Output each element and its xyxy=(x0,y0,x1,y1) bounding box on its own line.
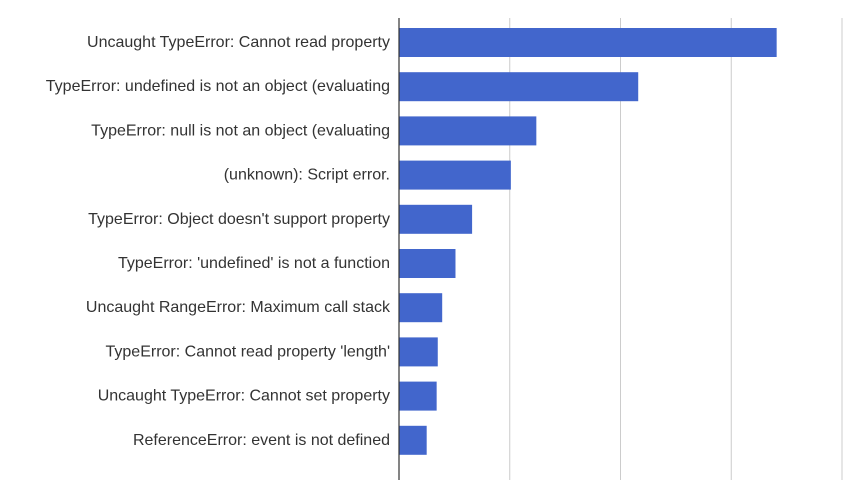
category-label: TypeError: undefined is not an object (e… xyxy=(46,78,390,95)
bar xyxy=(399,116,537,146)
category-label: Uncaught RangeError: Maximum call stack xyxy=(86,299,391,316)
category-label: TypeError: Object doesn't support proper… xyxy=(88,211,390,228)
bars xyxy=(399,28,777,455)
bar xyxy=(399,249,456,278)
bar xyxy=(399,425,427,455)
category-labels: Uncaught TypeError: Cannot read property… xyxy=(46,34,391,449)
category-label: TypeError: 'undefined' is not a function xyxy=(118,255,390,272)
category-label: TypeError: Cannot read property 'length' xyxy=(106,343,390,360)
category-label: Uncaught TypeError: Cannot read property xyxy=(87,34,390,51)
category-label: ReferenceError: event is not defined xyxy=(133,432,390,449)
bar xyxy=(399,381,437,411)
bar xyxy=(399,204,473,234)
bar xyxy=(399,337,438,367)
bar xyxy=(399,160,511,190)
category-label: (unknown): Script error. xyxy=(224,167,390,184)
category-label: TypeError: null is not an object (evalua… xyxy=(91,122,390,139)
bar xyxy=(399,293,443,323)
bar xyxy=(399,28,777,57)
category-label: Uncaught TypeError: Cannot set property xyxy=(98,388,390,405)
bar xyxy=(399,72,639,102)
